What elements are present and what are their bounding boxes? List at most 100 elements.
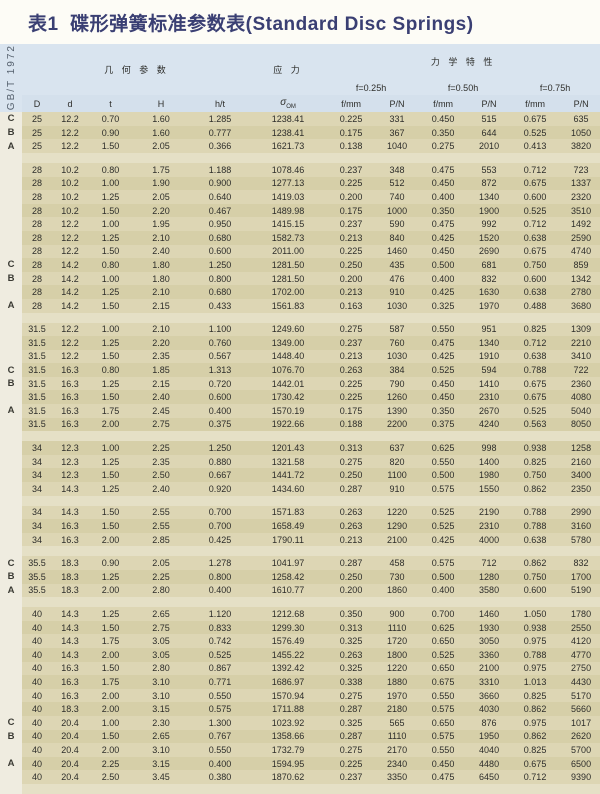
cell-p3: 2350 [561,482,600,496]
title-chinese: 碟形弹簧标准参数表 [70,13,246,35]
table-row[interactable]: B 25 12.2 0.90 1.60 0.777 1238.41 0.175 367 0.350… [0,125,600,140]
table-row[interactable]: C 25 12.2 0.70 1.60 1.285 1238.41 0.225 331 0.450… [0,112,600,126]
title-prefix: 表1 [28,13,59,35]
table-row[interactable]: C 31.5 16.3 0.80 1.85 1.313 1076.70 0.263 384 0.5… [0,363,600,377]
table-row[interactable]: 28 12.2 1.00 1.95 0.950 1415.15 0.237 590 0.475 9… [0,217,600,231]
table-row[interactable]: 28 12.2 1.25 2.10 0.680 1582.73 0.213 840 0.425 1… [0,230,600,245]
cell-p2: 1460 [469,607,510,621]
table-row[interactable]: 31.5 12.2 1.50 2.35 0.567 1448.40 0.213 1030 0.4… [0,349,600,364]
table-row[interactable]: 28 10.2 1.50 2.20 0.467 1489.98 0.175 1000 0.350… [0,203,600,218]
table-row[interactable]: A 31.5 16.3 1.75 2.45 0.400 1570.19 0.175 1390 0.… [0,404,600,418]
table-row[interactable]: 40 16.3 1.75 3.10 0.771 1686.97 0.338 1880 0.675… [0,675,600,689]
table-row[interactable]: 40 14.3 1.25 2.65 1.120 1212.68 0.350 900 0.700 1… [0,607,600,621]
table-row[interactable]: 40 20.4 2.50 3.45 0.380 1870.62 0.237 3350 0.475… [0,770,600,784]
table-row[interactable]: 40 16.3 2.00 3.10 0.550 1570.94 0.275 1970 0.550… [0,688,600,703]
cell-f2: 0.525 [417,363,470,377]
table-row[interactable]: 40 14.3 2.00 3.05 0.525 1455.22 0.263 1800 0.525… [0,647,600,662]
cell-D: 34 [22,519,52,533]
cell-f2: 0.350 [417,203,470,218]
table-row[interactable]: C 28 14.2 0.80 1.80 1.250 1281.50 0.250 435 0.500… [0,258,600,272]
cell-h-t: 0.771 [189,675,252,689]
cell-H: 3.05 [133,634,189,648]
table-row[interactable]: 34 12.3 1.50 2.50 0.667 1441.72 0.250 1100 0.500… [0,468,600,483]
cell-t: 2.00 [88,417,133,432]
cell-D: 40 [22,702,52,716]
table-row[interactable]: A 28 14.2 1.50 2.15 0.433 1561.83 0.163 1030 0.32… [0,298,600,313]
table-row[interactable]: 31.5 16.3 1.50 2.40 0.600 1730.42 0.225 1260 0.4… [0,390,600,405]
table-row[interactable]: 34 14.3 1.25 2.40 0.920 1434.60 0.287 910 0.575 1… [0,482,600,496]
table-row[interactable]: B 31.5 16.3 1.25 2.15 0.720 1442.01 0.225 790 0.4… [0,376,600,391]
table-row[interactable]: 34 12.3 1.00 2.25 1.250 1201.43 0.313 637 0.625 9… [0,441,600,455]
cell-p2: 515 [469,112,510,126]
table-row[interactable]: 31.5 16.3 2.00 2.75 0.375 1922.66 0.188 2200 0.3… [0,417,600,432]
cell-p3: 2620 [561,729,600,744]
cell-sigma: 1442.01 [251,376,326,391]
table-row[interactable]: 34 16.3 2.00 2.85 0.425 1790.11 0.213 2100 0.425… [0,532,600,547]
table-row[interactable]: 40 14.3 1.50 2.75 0.833 1299.30 0.313 1110 0.625… [0,620,600,635]
table-row[interactable]: 34 14.3 1.50 2.55 0.700 1571.83 0.263 1220 0.525… [0,505,600,520]
table-row[interactable]: A 35.5 18.3 2.00 2.80 0.400 1610.77 0.200 1860 0.… [0,583,600,598]
table-row[interactable]: 28 14.2 1.25 2.10 0.680 1702.00 0.213 910 0.425 1… [0,285,600,299]
cell-p2: 2190 [469,505,510,520]
table-row[interactable]: 28 10.2 1.25 2.05 0.640 1419.03 0.200 740 0.400 1… [0,190,600,204]
table-row[interactable]: A 40 20.4 2.25 3.15 0.400 1594.95 0.225 2340 0.45… [0,756,600,771]
cell-f1: 0.313 [325,441,378,455]
cell-p3: 3510 [561,203,600,218]
cell-f2: 0.525 [417,505,470,520]
table-row[interactable]: B 35.5 18.3 1.25 2.25 0.800 1258.42 0.250 730 0.5… [0,570,600,584]
table-row[interactable]: 28 12.2 1.50 2.40 0.600 2011.00 0.225 1460 0.450… [0,244,600,259]
col-header-t: t [88,95,133,113]
table-row[interactable]: 34 16.3 1.50 2.55 0.700 1658.49 0.263 1290 0.525… [0,519,600,533]
table-row[interactable]: B 40 20.4 1.50 2.65 0.767 1358.66 0.287 1110 0.57… [0,729,600,744]
table-row[interactable]: 31.5 12.2 1.00 2.10 1.100 1249.60 0.275 587 0.55… [0,322,600,337]
table-row[interactable]: 40 20.4 2.00 3.10 0.550 1732.79 0.275 2170 0.550… [0,743,600,757]
cell-sigma: 1321.58 [251,454,326,469]
cell-D: 34 [22,505,52,520]
cell-t: 1.50 [88,139,133,153]
cell-H: 2.75 [133,620,189,635]
cell-p2: 3050 [469,634,510,648]
cell-p3: 1050 [561,125,600,140]
cell-f1: 0.350 [325,607,378,621]
cell-f1: 0.325 [325,661,378,676]
class-cell: A [0,139,22,153]
table-row[interactable]: 40 14.3 1.75 3.05 0.742 1576.49 0.325 1720 0.650… [0,634,600,648]
cell-h-t: 0.600 [189,390,252,405]
cell-d: 14.2 [52,271,88,286]
cell-D: 28 [22,271,52,286]
cell-t: 2.00 [88,743,133,757]
table-row[interactable]: 40 18.3 2.00 3.15 0.575 1711.88 0.287 2180 0.575… [0,702,600,716]
cell-f3: 0.975 [509,715,562,730]
cell-d: 16.3 [52,363,88,377]
table-row[interactable]: 34 12.3 1.25 2.35 0.880 1321.58 0.275 820 0.550 1… [0,454,600,469]
cell-t: 1.25 [88,570,133,584]
cell-t: 1.75 [88,675,133,689]
cell-f2: 0.575 [417,702,470,716]
table-row[interactable]: C 40 20.4 1.00 2.30 1.300 1023.92 0.325 565 0.650… [0,715,600,730]
cell-f3: 0.750 [509,468,562,483]
table-row[interactable]: 40 16.3 1.50 2.80 0.867 1392.42 0.325 1220 0.650… [0,661,600,676]
table-row[interactable]: A 25 12.2 1.50 2.05 0.366 1621.73 0.138 1040 0.27… [0,139,600,153]
cell-d: 14.3 [52,620,88,635]
cell-d: 16.3 [52,404,88,418]
cell-H: 2.80 [133,583,189,598]
cell-f3: 0.975 [509,661,562,676]
cell-p2: 4000 [469,532,510,547]
table-row[interactable]: 31.5 12.2 1.25 2.20 0.760 1349.00 0.237 760 0.47… [0,336,600,350]
cell-f2: 0.350 [417,125,470,140]
cell-p3: 8050 [561,417,600,432]
cell-f2: 0.575 [417,729,470,744]
cell-f1: 0.287 [325,729,378,744]
cell-p2: 2010 [469,139,510,153]
cell-h-t: 0.567 [189,349,252,364]
table-row[interactable]: B 28 14.2 1.00 1.80 0.800 1281.50 0.200 476 0.400… [0,271,600,286]
table-row[interactable]: 28 10.2 1.00 1.90 0.900 1277.13 0.225 512 0.450 8… [0,176,600,191]
class-cell: B [0,376,22,391]
class-cell: B [0,125,22,140]
class-cell [0,285,22,299]
table-row[interactable]: 28 10.2 0.80 1.75 1.188 1078.46 0.237 348 0.475 5… [0,162,600,177]
table-row[interactable]: C 35.5 18.3 0.90 2.05 1.278 1041.97 0.287 458 0.5… [0,556,600,570]
class-cell [0,702,22,716]
cell-f2: 0.650 [417,661,470,676]
cell-f1: 0.188 [325,417,378,432]
